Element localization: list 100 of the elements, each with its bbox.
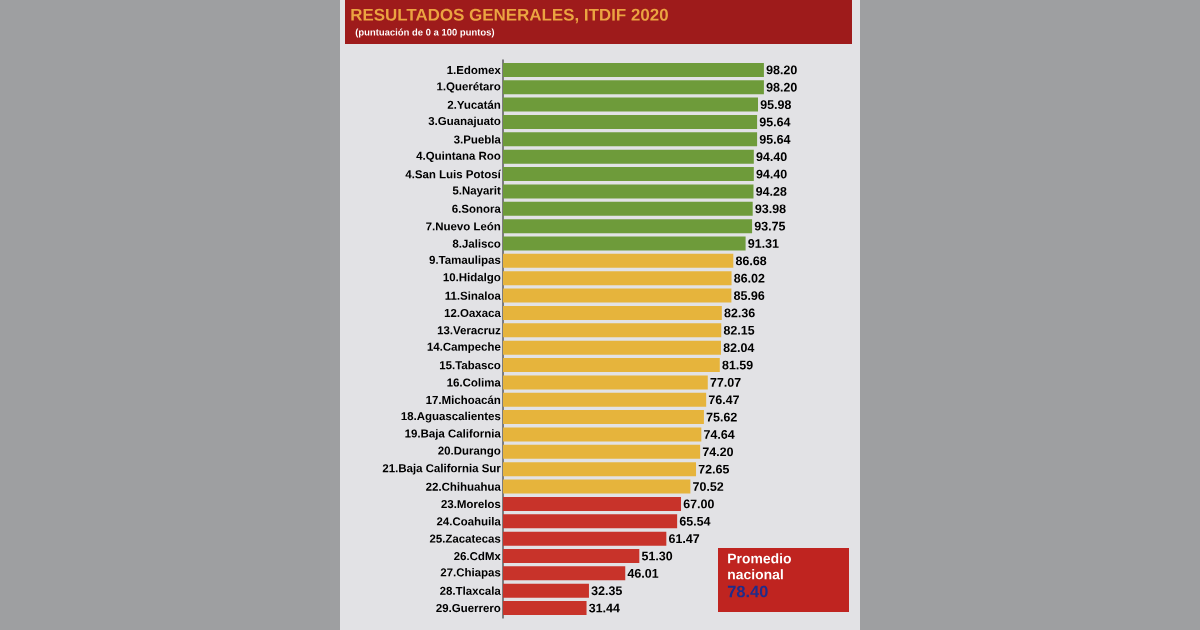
data-label: 94.28 xyxy=(756,187,787,196)
bar xyxy=(503,271,732,286)
bar xyxy=(503,323,722,338)
bar xyxy=(503,444,701,459)
y-tick-label: 3.Puebla xyxy=(453,135,501,144)
bar xyxy=(503,496,682,511)
data-label: 95.98 xyxy=(760,100,791,110)
data-label: 93.98 xyxy=(755,204,786,214)
y-tick-label: 7.Nuevo León xyxy=(426,221,501,231)
data-label: 85.96 xyxy=(733,291,765,300)
data-label: 82.04 xyxy=(723,343,755,353)
y-tick-label: 2.Yucatán xyxy=(447,100,501,109)
y-tick-label: 13.Veracruz xyxy=(437,326,501,335)
bar xyxy=(503,479,691,494)
bar xyxy=(503,427,702,442)
y-tick-label: 26.CdMx xyxy=(454,551,501,561)
data-label: 72.65 xyxy=(698,464,730,474)
data-label: 94.40 xyxy=(756,152,787,162)
data-label: 95.64 xyxy=(759,117,791,127)
bar xyxy=(503,184,754,199)
data-label: 74.20 xyxy=(702,447,733,457)
y-tick-label: 6.Sonora xyxy=(452,204,501,213)
y-tick-label: 5.Nayarit xyxy=(452,186,501,197)
data-label: 98.20 xyxy=(766,82,797,92)
data-label: 76.47 xyxy=(708,395,739,405)
data-label: 74.64 xyxy=(704,430,735,439)
data-label: 91.31 xyxy=(748,239,779,248)
data-label: 86.68 xyxy=(735,256,767,266)
y-tick-label: 22.Chihuahua xyxy=(426,482,501,491)
bar xyxy=(503,253,734,268)
y-tick-label: 25.Zacatecas xyxy=(429,534,501,543)
y-tick-label: 15.Tabasco xyxy=(439,360,501,370)
bar xyxy=(503,549,640,563)
data-label: 70.52 xyxy=(693,482,724,491)
y-tick-label: 18.Aguascalientes xyxy=(401,411,501,423)
bar xyxy=(503,358,720,373)
annotation: 78.40 xyxy=(727,585,768,598)
y-tick-label: 14.Campeche xyxy=(427,342,501,354)
data-label: 94.40 xyxy=(756,169,787,179)
y-tick-label: 3.Guanajuato xyxy=(428,116,501,128)
data-label: 77.07 xyxy=(710,377,741,387)
y-tick-label: 1.Edomex xyxy=(447,65,501,75)
bar xyxy=(503,583,589,598)
bar xyxy=(503,531,667,546)
bar xyxy=(503,201,753,216)
bar xyxy=(503,149,754,164)
annotation: Promedio nacional xyxy=(728,553,791,580)
y-tick-label: 8.Jalisco xyxy=(452,239,501,248)
text: (puntuación de 0 a 100 puntos) xyxy=(355,28,495,38)
bar xyxy=(503,566,626,581)
y-tick-label: 12.Oaxaca xyxy=(444,308,501,317)
bar xyxy=(503,236,746,251)
data-label: 95.64 xyxy=(759,134,791,144)
y-tick-label: 4.Quintana Roo xyxy=(416,151,501,162)
data-label: 65.54 xyxy=(679,516,711,526)
y-tick-label: 9.Tamaulipas xyxy=(429,255,501,267)
bar xyxy=(503,62,764,77)
y-tick-label: 29.Guerrero xyxy=(436,604,501,613)
chart-title: RESULTADOS GENERALES, ITDIF 2020 xyxy=(351,8,668,24)
bar xyxy=(503,132,758,147)
data-label: 82.36 xyxy=(724,308,755,318)
bar xyxy=(503,392,707,407)
bar xyxy=(503,167,754,182)
y-tick-label: 11.Sinaloa xyxy=(445,291,501,300)
y-tick-label: 24.Coahuila xyxy=(436,517,501,526)
y-tick-label: 10.Hidalgo xyxy=(443,272,501,284)
data-label: 82.15 xyxy=(723,325,755,335)
y-tick-label: 17.Michoacán xyxy=(426,395,501,405)
y-tick-label: 1.Querétaro xyxy=(437,81,501,93)
data-label: 67.00 xyxy=(683,499,714,509)
y-tick-label: 4.San Luis Potosí xyxy=(405,169,502,179)
bar xyxy=(503,80,764,95)
y-tick-label: 19.Baja California xyxy=(405,429,501,440)
y-tick-label: 23.Morelos xyxy=(441,499,501,509)
data-label: 86.02 xyxy=(734,273,765,283)
data-label: 81.59 xyxy=(722,360,753,370)
y-tick-label: 27.Chiapas xyxy=(440,568,501,579)
data-label: 51.30 xyxy=(641,551,673,561)
bar xyxy=(503,514,678,529)
data-label: 32.35 xyxy=(591,586,622,596)
bar xyxy=(503,288,732,303)
data-label: 61.47 xyxy=(668,534,700,544)
bar xyxy=(503,219,753,234)
bar xyxy=(503,340,721,355)
data-label: 93.75 xyxy=(754,221,786,231)
bar xyxy=(503,410,704,425)
y-tick-label: 20.Durango xyxy=(438,446,501,458)
bar xyxy=(503,305,722,320)
y-tick-label: 28.Tlaxcala xyxy=(440,586,501,595)
bar xyxy=(503,462,697,477)
y-tick-label: 21.Baja California Sur xyxy=(382,463,501,475)
data-label: 31.44 xyxy=(589,603,620,613)
bar xyxy=(503,114,758,129)
data-label: 46.01 xyxy=(627,568,659,578)
data-label: 75.62 xyxy=(706,412,737,422)
y-tick-label: 16.Colima xyxy=(447,378,501,387)
bar xyxy=(503,601,587,616)
bar xyxy=(503,97,759,112)
data-label: 98.20 xyxy=(766,65,797,75)
bar xyxy=(503,375,708,390)
